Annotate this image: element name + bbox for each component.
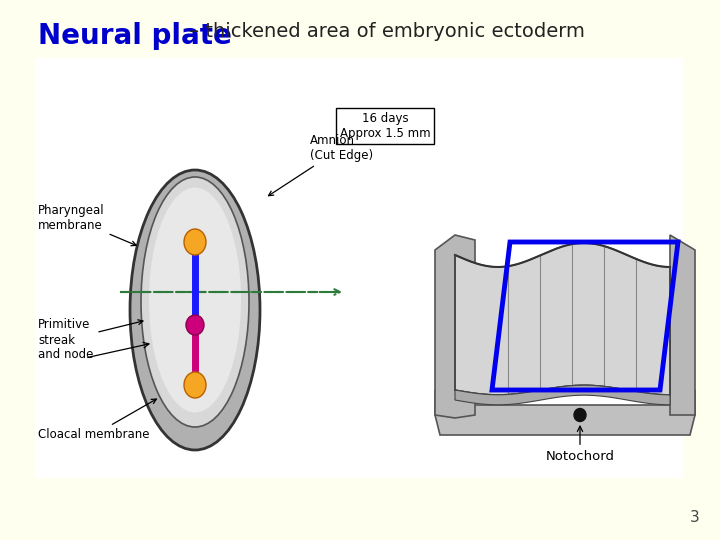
- Polygon shape: [455, 385, 670, 405]
- Ellipse shape: [574, 408, 586, 422]
- Polygon shape: [455, 243, 670, 395]
- Ellipse shape: [149, 187, 241, 413]
- Polygon shape: [670, 235, 695, 415]
- Polygon shape: [435, 235, 475, 418]
- Polygon shape: [435, 390, 695, 435]
- Ellipse shape: [186, 315, 204, 335]
- Text: Neural plate: Neural plate: [38, 22, 232, 50]
- Ellipse shape: [184, 372, 206, 398]
- Text: – thickened area of embryonic ectoderm: – thickened area of embryonic ectoderm: [183, 22, 585, 41]
- Text: 16 days
Approx 1.5 mm: 16 days Approx 1.5 mm: [340, 112, 431, 140]
- Bar: [35, 58, 683, 478]
- Text: Pharyngeal
membrane: Pharyngeal membrane: [38, 204, 136, 246]
- Text: Primitive
streak
and node: Primitive streak and node: [38, 319, 143, 361]
- Text: Cloacal membrane: Cloacal membrane: [38, 399, 156, 442]
- Text: Amnion
(Cut Edge): Amnion (Cut Edge): [269, 134, 373, 195]
- Ellipse shape: [130, 170, 260, 450]
- Ellipse shape: [184, 229, 206, 255]
- Text: 3: 3: [690, 510, 700, 525]
- Ellipse shape: [141, 177, 249, 427]
- Text: Notochord: Notochord: [546, 426, 614, 463]
